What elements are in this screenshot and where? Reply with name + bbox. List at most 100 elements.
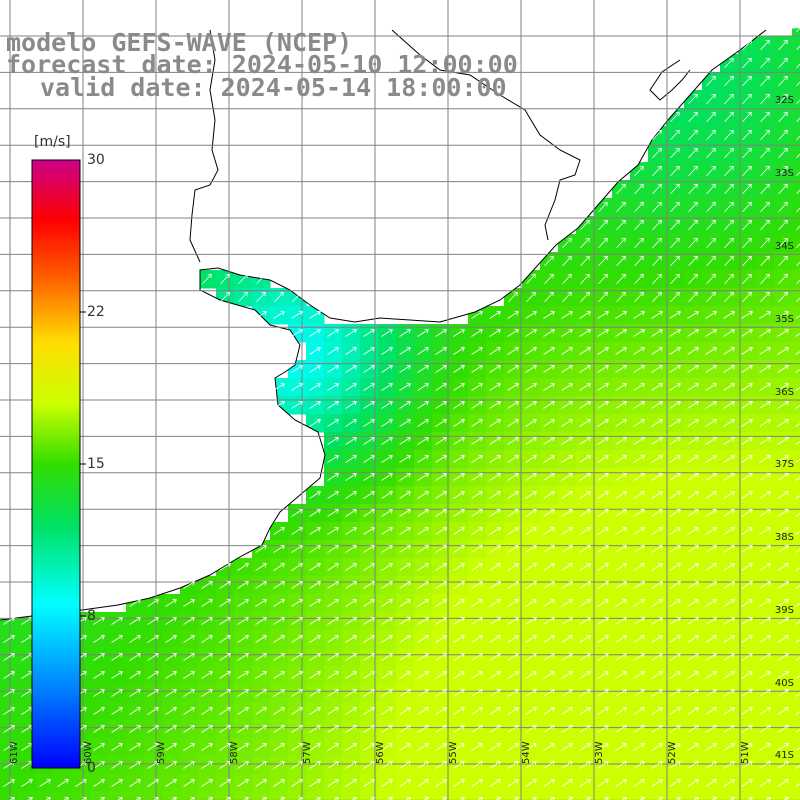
wind-arrow (652, 255, 662, 267)
wind-arrow (652, 237, 662, 249)
wind-arrow (796, 27, 800, 33)
wind-arrow (724, 273, 734, 285)
wind-cell (792, 504, 800, 523)
wind-arrow (417, 436, 429, 445)
wind-arrow (688, 255, 698, 267)
wind-arrow (309, 400, 321, 409)
wind-arrow (705, 598, 717, 607)
wind-arrow (507, 652, 519, 661)
wind-arrow (525, 310, 537, 319)
wind-cell (792, 234, 800, 253)
wind-arrow (777, 310, 789, 319)
wind-arrow (615, 616, 627, 625)
wind-arrow (616, 183, 626, 195)
wind-arrow (741, 544, 753, 553)
wind-arrow (489, 778, 501, 787)
wind-arrow (417, 742, 429, 751)
wind-arrow (21, 778, 33, 787)
wind-arrow (759, 508, 771, 517)
wind-arrow (688, 201, 698, 213)
wind-arrow (129, 688, 141, 697)
wind-arrow (705, 382, 717, 391)
wind-arrow (219, 580, 231, 589)
wind-arrow (201, 760, 213, 769)
wind-arrow (759, 310, 771, 319)
wind-arrow (724, 255, 734, 267)
wind-arrow (435, 598, 447, 607)
wind-arrow (723, 742, 735, 751)
wind-arrow (417, 544, 429, 553)
wind-arrow (669, 688, 681, 697)
wind-arrow (651, 724, 663, 733)
wind-arrow (741, 634, 753, 643)
wind-arrow (219, 742, 231, 751)
wind-arrow (129, 778, 141, 787)
wind-arrow (777, 472, 789, 481)
wind-arrow (225, 796, 231, 800)
wind-arrow (183, 706, 195, 715)
wind-arrow (741, 742, 753, 751)
wind-arrow (616, 219, 626, 231)
wind-cell (432, 792, 451, 800)
wind-arrow (651, 742, 663, 751)
wind-arrow (453, 382, 465, 391)
wind-arrow (309, 652, 321, 661)
wind-arrow (471, 418, 483, 427)
wind-arrow (435, 436, 447, 445)
wind-cell (792, 198, 800, 217)
wind-arrow (688, 291, 698, 303)
wind-cell (540, 792, 559, 800)
wind-arrow (345, 778, 357, 787)
wind-arrow (435, 472, 447, 481)
wind-arrow (471, 544, 483, 553)
wind-arrow (417, 616, 429, 625)
wind-arrow (795, 765, 800, 769)
wind-arrow (597, 670, 609, 679)
wind-arrow (579, 778, 591, 787)
wind-arrow (309, 310, 321, 319)
wind-arrow (760, 273, 770, 285)
wind-cell (108, 792, 127, 800)
wind-arrow (237, 778, 249, 787)
wind-arrow (615, 508, 627, 517)
wind-arrow (345, 598, 357, 607)
wind-arrow (399, 634, 411, 643)
wind-arrow (345, 724, 357, 733)
wind-arrow (381, 544, 393, 553)
wind-arrow (243, 796, 249, 800)
wind-arrow (381, 580, 393, 589)
wind-arrow (291, 778, 303, 787)
wind-arrow (579, 490, 591, 499)
wind-arrow (453, 616, 465, 625)
land-area (0, 0, 800, 620)
wind-arrow (723, 544, 735, 553)
wind-arrow (579, 706, 591, 715)
wind-arrow (453, 418, 465, 427)
wind-arrow (687, 652, 699, 661)
wind-cell (792, 738, 800, 757)
wind-arrow (669, 760, 681, 769)
wind-arrow (309, 670, 321, 679)
colorbar-unit-label: [m/s] (34, 134, 71, 150)
wind-arrow (777, 598, 789, 607)
wind-arrow (381, 598, 393, 607)
wind-cell (54, 792, 73, 800)
wind-arrow (435, 760, 447, 769)
wind-arrow (507, 436, 519, 445)
wind-arrow (201, 706, 213, 715)
wind-arrow (706, 165, 716, 177)
wind-arrow (760, 183, 770, 195)
wind-arrow (165, 670, 177, 679)
wind-arrow (723, 724, 735, 733)
wind-arrow (399, 652, 411, 661)
wind-arrow (219, 634, 231, 643)
wind-arrow (129, 652, 141, 661)
wind-arrow (435, 364, 447, 373)
wind-arrow (795, 711, 800, 715)
wind-arrow (567, 796, 573, 800)
wind-cell (792, 270, 800, 289)
wind-arrow (741, 670, 753, 679)
wind-arrow (435, 580, 447, 589)
wind-arrow (741, 472, 753, 481)
